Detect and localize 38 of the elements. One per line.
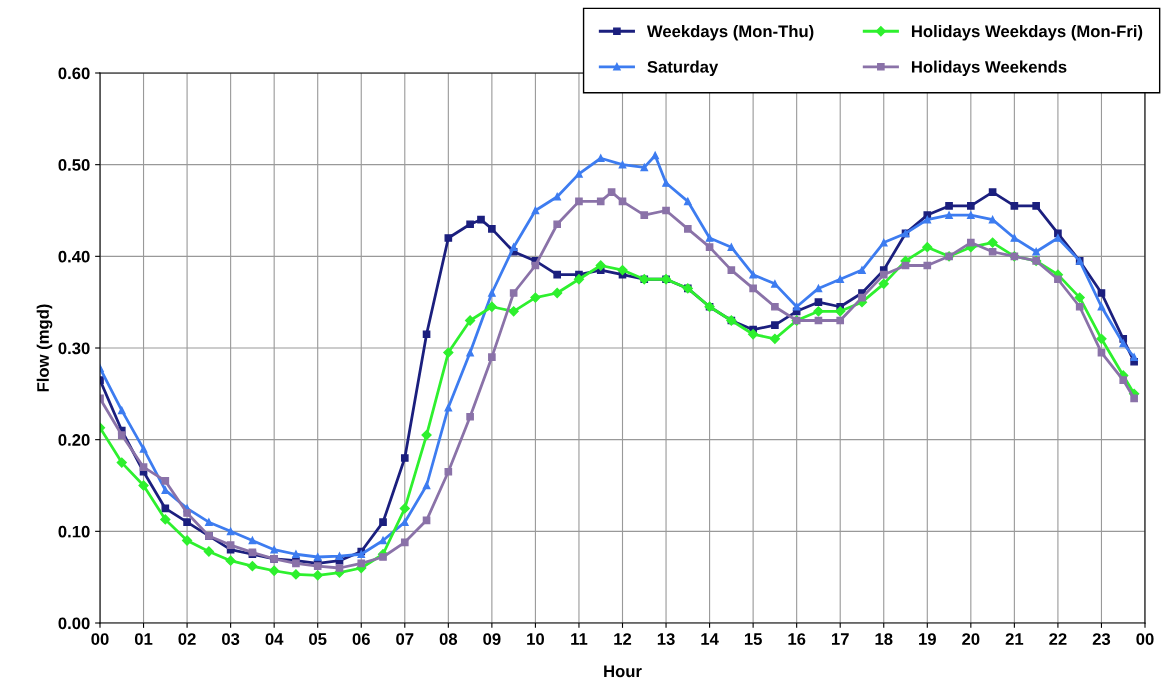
y-tick-label: 0.50 [58, 159, 90, 171]
x-tick-label: 16 [788, 633, 806, 645]
x-tick-label: 14 [701, 633, 719, 645]
x-tick-label: 06 [352, 633, 370, 645]
legend-label: Holidays Weekends [911, 60, 1067, 77]
x-tick-label: 09 [483, 633, 501, 645]
y-tick-label: 0.00 [58, 617, 90, 630]
x-tick-label: 04 [265, 633, 284, 645]
x-axis-title: Hour [604, 665, 642, 678]
x-tick-label: 17 [831, 633, 849, 645]
y-tick-label: 0.40 [58, 250, 90, 263]
x-tick-label: 08 [439, 633, 458, 645]
x-tick-label: 05 [309, 633, 327, 645]
x-tick-label: 01 [134, 633, 153, 645]
x-tick-label: 18 [875, 633, 893, 645]
x-tick-label: 00 [91, 633, 109, 645]
legend-label: Holidays Weekdays (Mon-Fri) [911, 25, 1143, 41]
x-tick-label: 03 [222, 633, 240, 645]
x-tick-label: 13 [657, 633, 675, 645]
x-tick-label: 20 [962, 633, 980, 645]
x-tick-label: 23 [1092, 633, 1111, 645]
x-tick-label: 19 [919, 633, 936, 645]
x-tick-label: 11 [571, 633, 588, 645]
y-axis-title: Flow (mgd) [36, 304, 53, 392]
y-tick-label: 0.30 [58, 342, 90, 355]
x-tick-label: 10 [527, 633, 544, 645]
x-tick-label: 12 [614, 633, 632, 645]
y-tick-label: 0.10 [58, 525, 90, 538]
legend-label: Weekdays (Mon-Thu) [646, 25, 814, 41]
x-tick-label: 15 [744, 633, 762, 645]
x-tick-label: 02 [178, 633, 196, 645]
y-tick-label: 0.60 [58, 67, 90, 80]
x-tick-label: 21 [1005, 633, 1024, 645]
y-tick-label: 0.20 [58, 434, 90, 446]
x-tick-label: 00 [1136, 633, 1154, 645]
x-tick-label: 22 [1049, 633, 1067, 645]
legend-label: Saturday [647, 60, 719, 77]
x-tick-label: 07 [396, 633, 414, 645]
